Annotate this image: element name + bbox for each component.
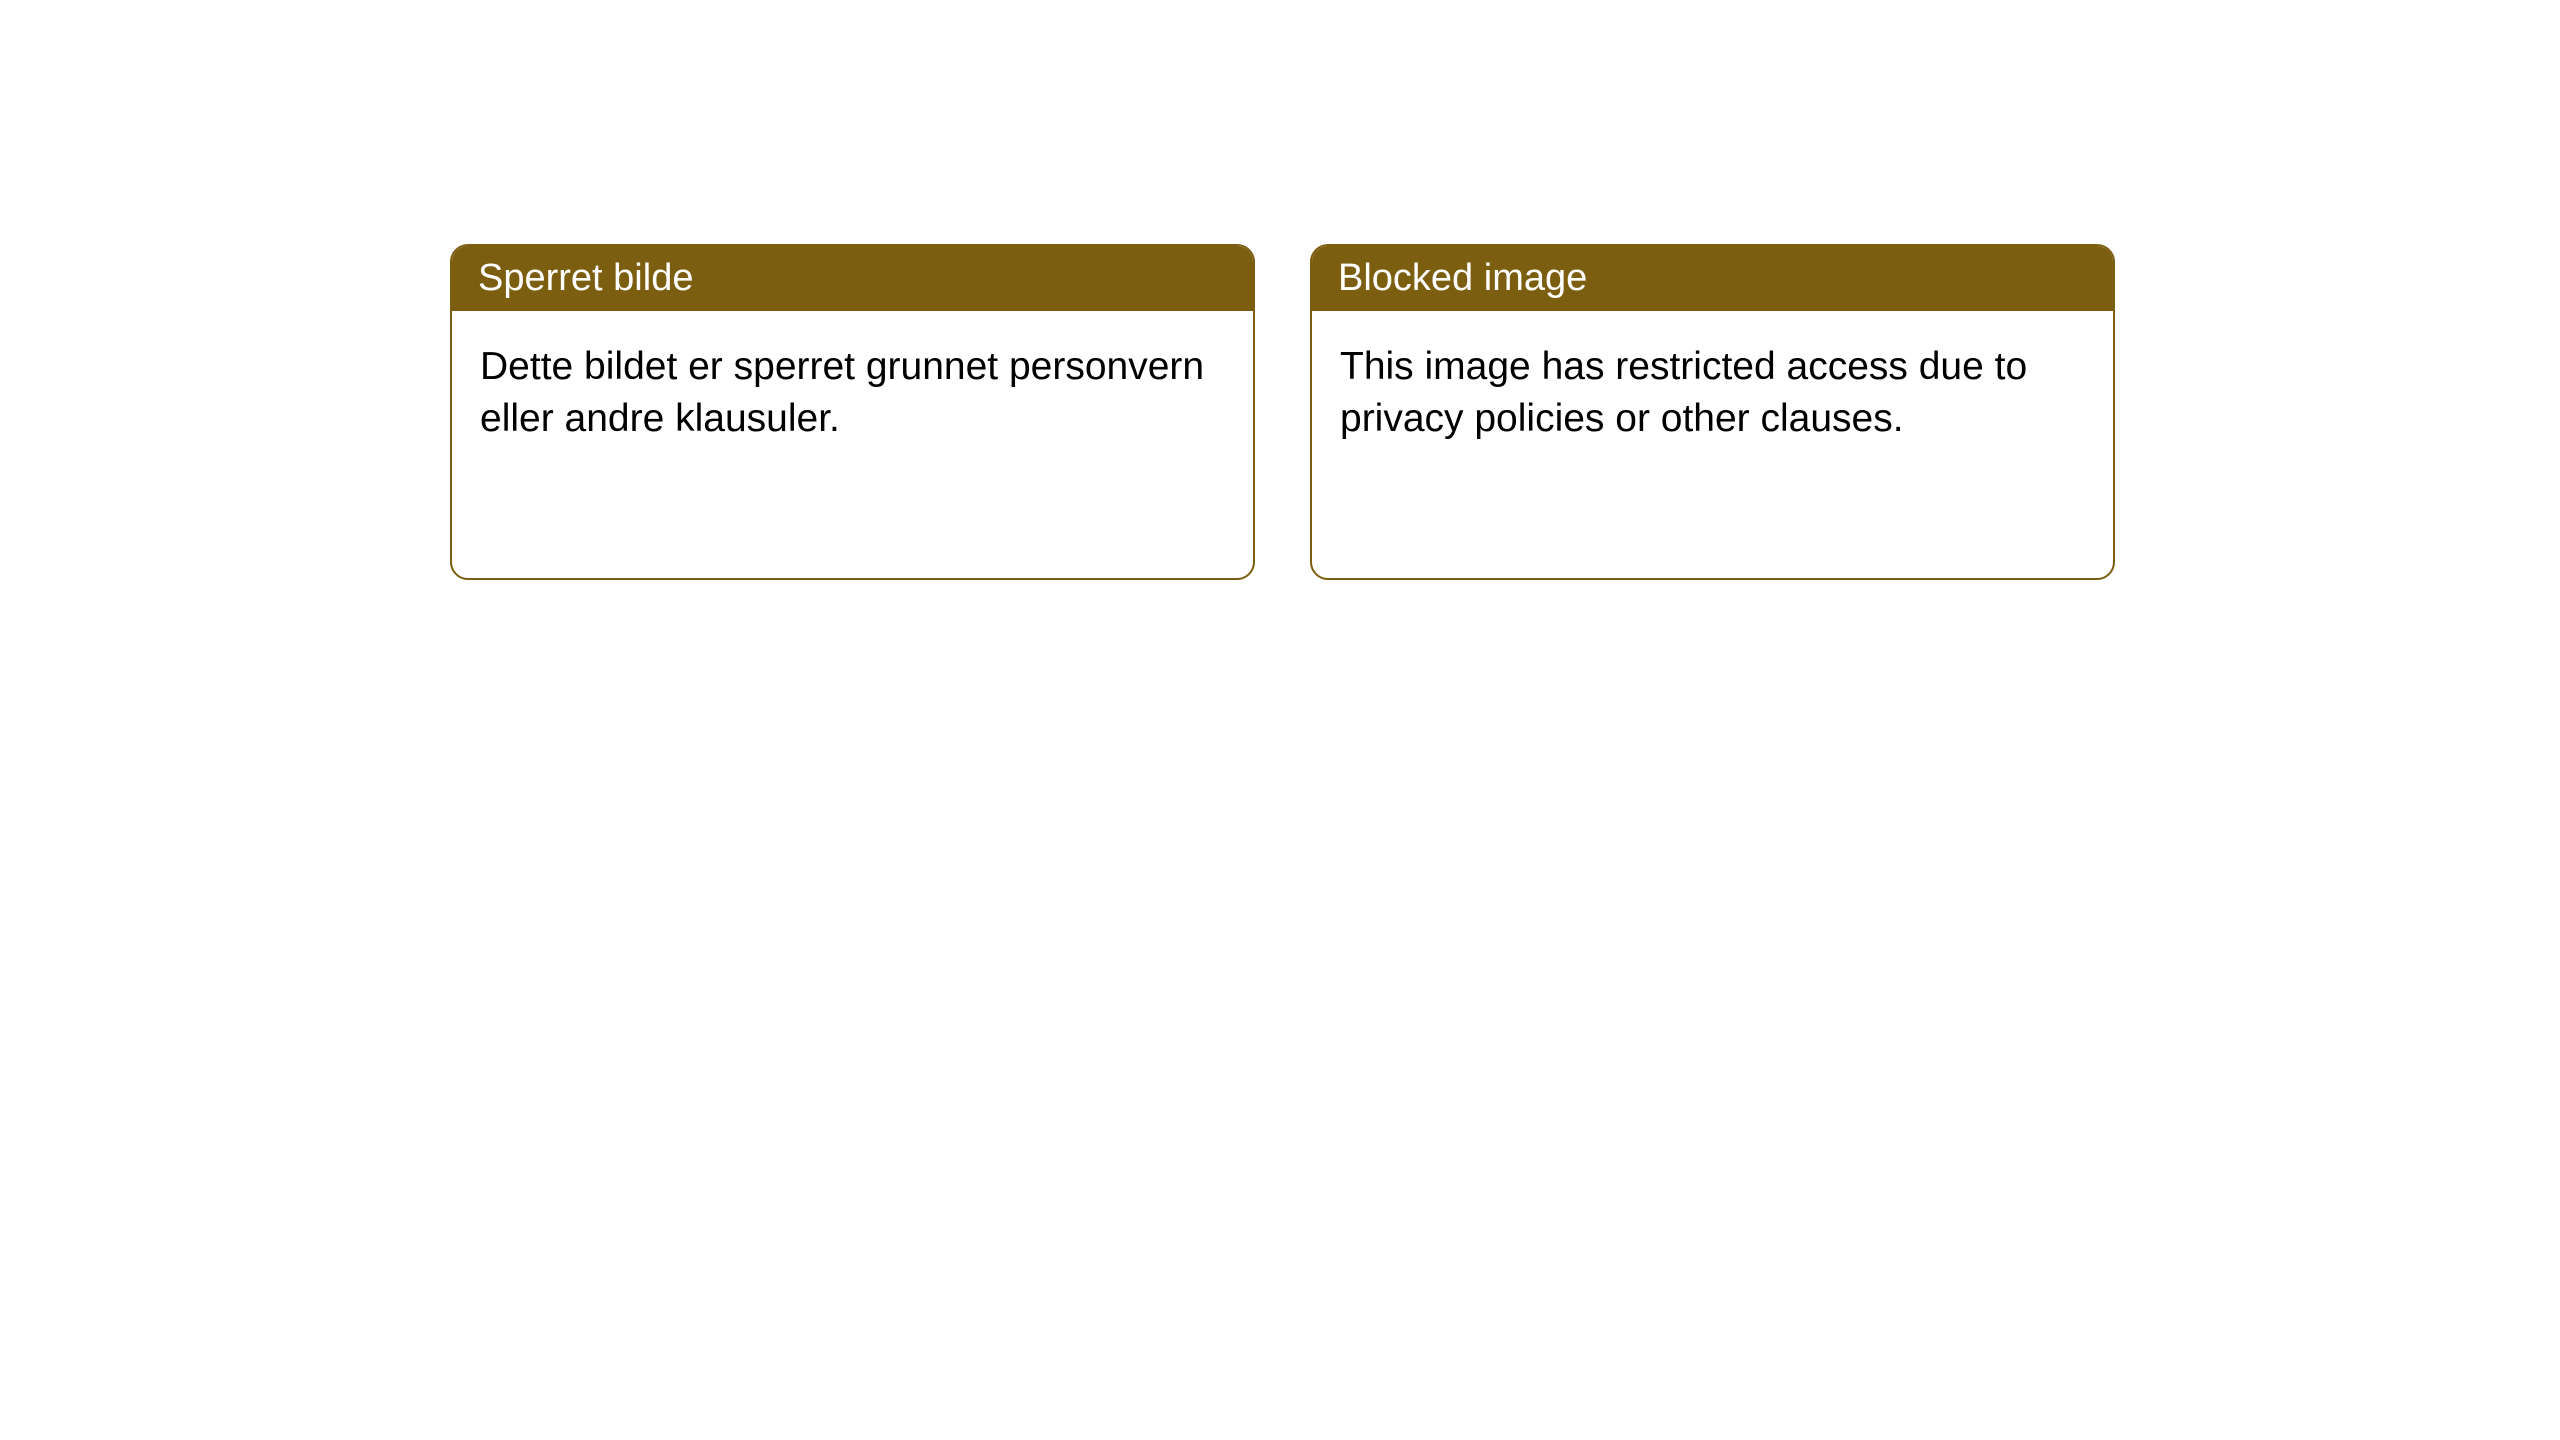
notice-card-body: This image has restricted access due to …: [1312, 311, 2113, 475]
notice-title: Sperret bilde: [478, 257, 693, 299]
notice-body-text: Dette bildet er sperret grunnet personve…: [480, 345, 1204, 440]
notice-container: Sperret bilde Dette bildet er sperret gr…: [0, 0, 2560, 580]
notice-card-header: Sperret bilde: [452, 246, 1253, 311]
notice-title: Blocked image: [1338, 257, 1587, 299]
notice-body-text: This image has restricted access due to …: [1340, 345, 2027, 440]
notice-card-no: Sperret bilde Dette bildet er sperret gr…: [450, 244, 1255, 580]
notice-card-header: Blocked image: [1312, 246, 2113, 311]
notice-card-body: Dette bildet er sperret grunnet personve…: [452, 311, 1253, 475]
notice-card-en: Blocked image This image has restricted …: [1310, 244, 2115, 580]
